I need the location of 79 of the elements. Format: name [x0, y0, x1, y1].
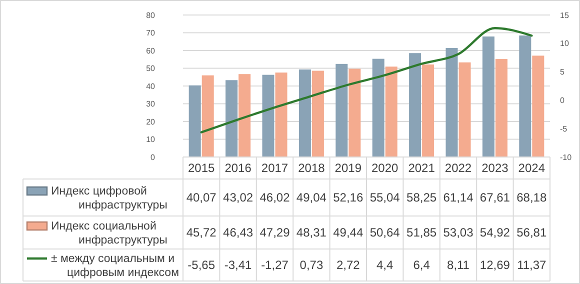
bar	[188, 85, 201, 158]
data-label: 0,73	[300, 258, 324, 272]
data-label: 48,31	[296, 226, 327, 240]
y2-tick-label: 15	[560, 10, 570, 20]
y-tick-label: 30	[146, 100, 156, 109]
y-tick-label: 70	[146, 28, 156, 38]
bar	[275, 72, 288, 158]
x-tick-label: 2024	[518, 161, 546, 176]
data-label: 46,43	[223, 226, 254, 240]
data-label: 40,07	[186, 190, 217, 205]
y2-tick-label: 0	[560, 96, 565, 105]
data-label: 43,02	[223, 190, 254, 205]
data-label: 55,04	[370, 190, 400, 205]
data-label: 49,04	[296, 190, 327, 205]
x-tick-label: 2023	[482, 161, 509, 176]
data-label: 58,25	[406, 190, 437, 205]
y2-tick-label: 5	[560, 68, 565, 77]
data-label: 2,72	[336, 258, 360, 272]
data-label: 67,61	[480, 190, 510, 205]
data-label: -3,41	[224, 258, 252, 272]
x-tick-label: 2016	[224, 161, 252, 176]
bar	[312, 70, 324, 158]
x-tick-label: 2018	[298, 161, 326, 176]
line-series	[200, 27, 533, 134]
bar	[298, 69, 311, 158]
y-tick-label: 20	[146, 117, 156, 126]
data-label: 47,29	[260, 226, 290, 240]
bar	[385, 66, 398, 158]
x-tick-label: 2017	[261, 161, 288, 176]
data-label: 49,44	[333, 226, 364, 240]
y2-tick-label: -10	[560, 152, 572, 162]
data-label: 11,37	[517, 258, 547, 272]
y2-tick-label: 10	[560, 39, 570, 48]
data-label: 45,72	[186, 226, 217, 240]
legend-label: Индекс социальной инфраструктуры	[51, 220, 168, 247]
data-label: 53,03	[443, 226, 474, 240]
bar	[458, 62, 471, 158]
y-tick-label: 10	[146, 135, 156, 144]
x-tick-label: 2021	[408, 161, 436, 176]
bar	[532, 56, 544, 158]
x-tick-label: 2022	[444, 161, 472, 176]
data-label: 12,69	[480, 258, 510, 272]
y-tick-label: 0	[150, 152, 156, 162]
data-label: 61,14	[443, 190, 474, 205]
bar	[519, 35, 532, 158]
y2-tick-label: -5	[560, 124, 568, 134]
x-tick-label: 2019	[334, 161, 362, 176]
bar	[238, 74, 251, 158]
bar	[226, 80, 238, 158]
y-tick-label: 80	[146, 10, 156, 20]
bar	[336, 64, 348, 158]
data-label: 46,02	[260, 190, 290, 205]
x-tick-label: 2015	[188, 161, 216, 176]
legend-label: Индекс цифровой инфраструктуры	[51, 186, 168, 212]
bar	[348, 68, 361, 158]
data-label: 4,4	[376, 258, 394, 272]
data-label: 68,18	[516, 190, 547, 205]
bar	[372, 58, 384, 158]
data-label: 51,85	[406, 226, 437, 240]
x-tick-label: 2020	[372, 161, 399, 176]
data-label: -1,27	[261, 258, 289, 272]
legend-label: ± между социальным и цифровым индексом	[51, 253, 180, 280]
data-label: -5,65	[188, 258, 216, 272]
data-label: 56,81	[516, 226, 547, 240]
data-label: 54,92	[480, 226, 510, 240]
data-label: 8,11	[447, 258, 470, 272]
bar	[409, 53, 422, 158]
bar	[495, 59, 508, 158]
data-label: 52,16	[333, 190, 364, 205]
data-label: 50,64	[370, 226, 400, 240]
y-tick-label: 60	[146, 46, 156, 56]
bar	[202, 75, 214, 158]
bar	[446, 48, 458, 158]
data-label: 6,4	[413, 258, 430, 272]
y-tick-label: 40	[146, 82, 156, 91]
bar	[482, 36, 494, 158]
bar	[262, 74, 274, 158]
y-tick-label: 50	[146, 64, 156, 74]
bar	[422, 64, 434, 158]
